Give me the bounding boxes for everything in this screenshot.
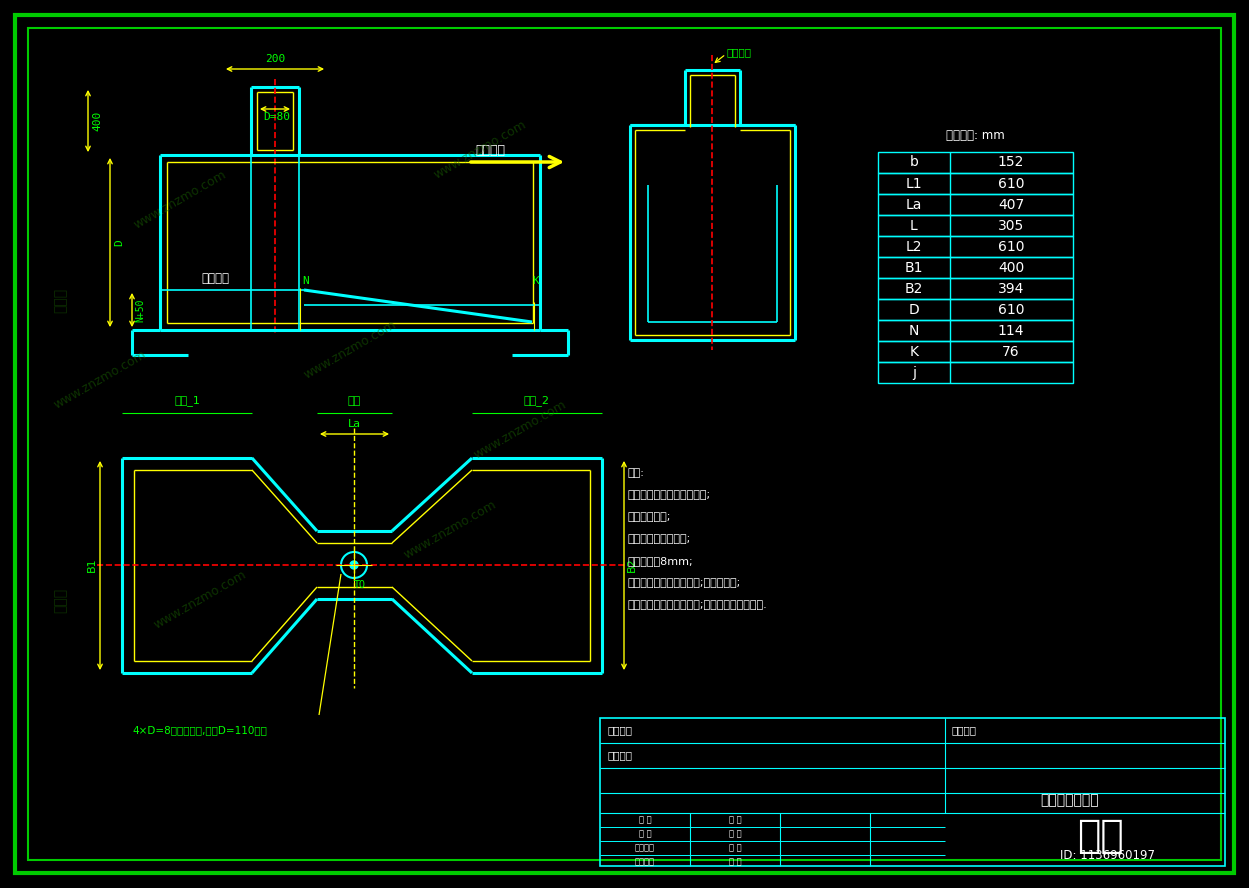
Text: La: La xyxy=(347,419,361,429)
Text: 内尺必要准确;: 内尺必要准确; xyxy=(628,512,672,522)
Text: 子项名称: 子项名称 xyxy=(608,750,633,760)
Text: 水位零点: 水位零点 xyxy=(201,272,230,285)
Text: 巴氏水茱安装图: 巴氏水茱安装图 xyxy=(1040,793,1099,807)
Text: 工程编号: 工程编号 xyxy=(952,725,977,735)
Text: j: j xyxy=(912,366,916,379)
Text: www.znzmo.com: www.znzmo.com xyxy=(431,118,528,182)
Text: La: La xyxy=(906,197,922,211)
Text: 152: 152 xyxy=(998,155,1024,170)
Text: 76: 76 xyxy=(1002,345,1020,359)
Text: 尺寸单位: mm: 尺寸单位: mm xyxy=(945,129,1004,142)
Text: 407: 407 xyxy=(998,197,1024,211)
Text: 知末: 知末 xyxy=(1077,817,1123,855)
Text: 尺寸与在渠道上安装有关;请参考现场情况确定.: 尺寸与在渠道上安装有关;请参考现场情况确定. xyxy=(628,600,768,610)
Text: 知末网: 知末网 xyxy=(52,588,67,613)
Text: 专业负责: 专业负责 xyxy=(634,858,654,867)
Bar xyxy=(878,362,1073,383)
Bar xyxy=(600,718,1225,866)
Text: 工程名称: 工程名称 xyxy=(608,725,633,735)
Text: 610: 610 xyxy=(998,240,1024,253)
Text: 610: 610 xyxy=(998,303,1024,316)
Text: www.znzmo.com: www.znzmo.com xyxy=(151,568,249,632)
Bar xyxy=(878,257,1073,278)
Text: D=80: D=80 xyxy=(264,112,291,122)
Text: 设 计: 设 计 xyxy=(728,829,742,838)
Text: b: b xyxy=(909,155,918,170)
Text: K: K xyxy=(909,345,918,359)
Bar xyxy=(878,173,1073,194)
Text: 图示巴氏水槽用玻璃钉制作;: 图示巴氏水槽用玻璃钉制作; xyxy=(628,490,711,500)
Text: L2: L2 xyxy=(906,240,922,253)
Text: 610: 610 xyxy=(998,177,1024,191)
Text: 上端测头支收加劳度大少;请加强加固;: 上端测头支收加劳度大少;请加强加固; xyxy=(628,578,741,588)
Text: N: N xyxy=(909,323,919,337)
Text: 114: 114 xyxy=(998,323,1024,337)
Text: N: N xyxy=(302,276,309,286)
Text: www.znzmo.com: www.znzmo.com xyxy=(51,348,149,412)
Text: 核 准: 核 准 xyxy=(728,844,742,852)
Bar xyxy=(878,278,1073,299)
Bar xyxy=(878,152,1073,173)
Text: 管槽_2: 管槽_2 xyxy=(525,395,550,406)
Text: B1: B1 xyxy=(87,558,97,572)
Bar xyxy=(878,299,1073,320)
Text: 394: 394 xyxy=(998,281,1024,296)
Bar xyxy=(878,215,1073,236)
Text: B2: B2 xyxy=(627,558,637,573)
Bar xyxy=(878,320,1073,341)
Text: N+50: N+50 xyxy=(135,298,145,321)
Text: D: D xyxy=(908,303,919,316)
Text: 内表面要光滑、平整;: 内表面要光滑、平整; xyxy=(628,534,691,544)
Text: www.znzmo.com: www.znzmo.com xyxy=(131,168,229,232)
Text: www.znzmo.com: www.znzmo.com xyxy=(301,318,398,382)
Text: 测头支收: 测头支收 xyxy=(727,47,752,57)
Bar xyxy=(878,341,1073,362)
Text: L: L xyxy=(911,218,918,233)
Bar xyxy=(878,194,1073,215)
Text: 管槽_1: 管槽_1 xyxy=(174,395,200,406)
Bar xyxy=(878,236,1073,257)
Text: K: K xyxy=(532,276,538,286)
Text: 项目负责: 项目负责 xyxy=(634,844,654,852)
Text: 400: 400 xyxy=(92,111,102,131)
Text: www.znzmo.com: www.znzmo.com xyxy=(471,398,568,462)
Text: 描 图: 描 图 xyxy=(728,815,742,824)
Text: 305: 305 xyxy=(998,218,1024,233)
Text: www.znzmo.com: www.znzmo.com xyxy=(401,498,498,562)
Text: 水流方向: 水流方向 xyxy=(475,144,505,157)
Text: B1: B1 xyxy=(904,260,923,274)
Circle shape xyxy=(350,561,358,569)
Text: 和渠: 和渠 xyxy=(347,396,361,406)
Text: T0: T0 xyxy=(353,580,365,590)
Text: L1: L1 xyxy=(906,177,922,191)
Text: 200: 200 xyxy=(265,54,285,64)
Text: 400: 400 xyxy=(998,260,1024,274)
Text: ID: 1136960197: ID: 1136960197 xyxy=(1060,849,1155,862)
Text: 说明:: 说明: xyxy=(628,468,644,478)
Text: 4×D=8测头安装孔,均布D=110圆上: 4×D=8测头安装孔,均布D=110圆上 xyxy=(132,725,267,735)
Text: D: D xyxy=(114,239,124,246)
Text: 设 计: 设 计 xyxy=(638,815,651,824)
Text: 校 对: 校 对 xyxy=(638,829,651,838)
Text: 壁厚要大于8mm;: 壁厚要大于8mm; xyxy=(628,556,693,566)
Text: 知末网: 知末网 xyxy=(52,288,67,313)
Text: B2: B2 xyxy=(904,281,923,296)
Text: 审 批: 审 批 xyxy=(728,858,742,867)
